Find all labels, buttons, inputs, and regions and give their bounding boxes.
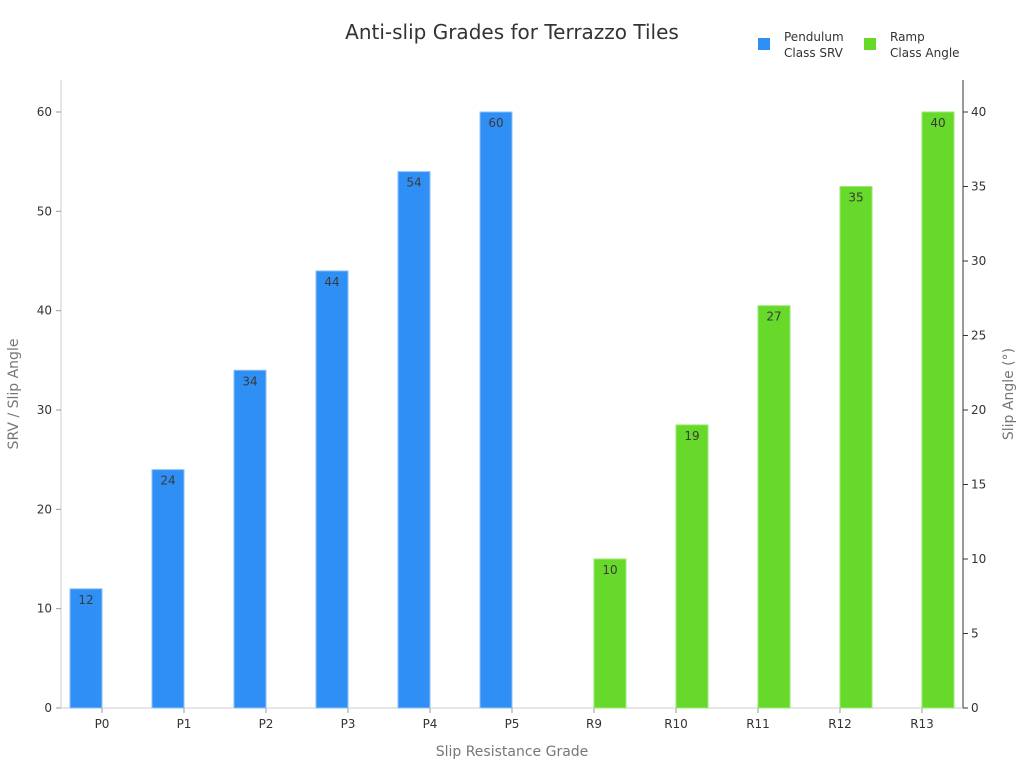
y-tick-label: 0 bbox=[44, 701, 52, 715]
bar-P0[interactable] bbox=[69, 588, 103, 709]
bar-value-label: 12 bbox=[78, 593, 93, 607]
legend-item-pendulum[interactable]: Pendulum Class SRV bbox=[758, 29, 864, 61]
legend-label-pendulum: Pendulum Class SRV bbox=[784, 30, 844, 60]
y2-tick-label: 40 bbox=[971, 105, 986, 119]
y2-tick-label: 25 bbox=[971, 329, 986, 343]
y2-tick-label: 15 bbox=[971, 478, 986, 492]
legend-swatch-pendulum bbox=[758, 38, 770, 50]
bar-R11[interactable] bbox=[757, 305, 791, 709]
x-tick-label: R11 bbox=[746, 717, 770, 731]
x-tick-label: R12 bbox=[828, 717, 852, 731]
x-tick-label: P0 bbox=[95, 717, 110, 731]
chart-title: Anti-slip Grades for Terrazzo Tiles bbox=[345, 20, 679, 44]
x-tick-label: P4 bbox=[423, 717, 438, 731]
y2-tick-label: 30 bbox=[971, 254, 986, 268]
bar-value-label: 19 bbox=[684, 429, 699, 443]
y2-tick-label: 35 bbox=[971, 180, 986, 194]
y-tick-label: 60 bbox=[37, 105, 52, 119]
x-tick-label: R9 bbox=[586, 717, 602, 731]
legend-label-ramp: Ramp Class Angle bbox=[890, 30, 960, 60]
legend: Pendulum Class SRV Ramp Class Angle bbox=[758, 29, 970, 61]
bar-value-label: 54 bbox=[406, 176, 421, 190]
bar-value-label: 60 bbox=[488, 116, 503, 130]
y-tick-label: 20 bbox=[37, 502, 52, 516]
x-tick-label: P5 bbox=[505, 717, 520, 731]
bar-value-label: 10 bbox=[602, 563, 617, 577]
y-tick-label: 30 bbox=[37, 403, 52, 417]
x-axis-title: Slip Resistance Grade bbox=[436, 744, 589, 760]
y2-tick-label: 20 bbox=[971, 403, 986, 417]
x-tick-label: P1 bbox=[177, 717, 192, 731]
bar-value-label: 24 bbox=[160, 474, 175, 488]
bar-value-label: 27 bbox=[766, 310, 781, 324]
bar-P3[interactable] bbox=[315, 270, 349, 709]
bar-R13[interactable] bbox=[921, 111, 955, 709]
bar-P5[interactable] bbox=[479, 111, 513, 709]
bar-P4[interactable] bbox=[397, 171, 431, 709]
bar-value-label: 35 bbox=[848, 191, 863, 205]
bar-value-label: 34 bbox=[242, 374, 257, 388]
y2-tick-label: 0 bbox=[971, 701, 979, 715]
y-tick-label: 40 bbox=[37, 304, 52, 318]
y2-tick-label: 5 bbox=[971, 627, 979, 641]
y-tick-label: 50 bbox=[37, 204, 52, 218]
y-axis-title: SRV / Slip Angle bbox=[6, 339, 22, 450]
x-tick-label: P2 bbox=[259, 717, 274, 731]
bar-R12[interactable] bbox=[839, 186, 873, 709]
x-tick-label: R13 bbox=[910, 717, 934, 731]
y2-axis-title: Slip Angle (°) bbox=[1001, 348, 1017, 440]
bar-R9[interactable] bbox=[593, 558, 627, 709]
y2-tick-label: 10 bbox=[971, 552, 986, 566]
bar-P1[interactable] bbox=[151, 469, 185, 709]
x-tick-label: R10 bbox=[664, 717, 688, 731]
x-tick-label: P3 bbox=[341, 717, 356, 731]
bar-P2[interactable] bbox=[233, 369, 267, 709]
bar-R10[interactable] bbox=[675, 424, 709, 709]
bar-value-label: 40 bbox=[930, 116, 945, 130]
y-tick-label: 10 bbox=[37, 602, 52, 616]
legend-item-ramp[interactable]: Ramp Class Angle bbox=[864, 29, 970, 61]
legend-swatch-ramp bbox=[864, 38, 876, 50]
bar-value-label: 44 bbox=[324, 275, 339, 289]
